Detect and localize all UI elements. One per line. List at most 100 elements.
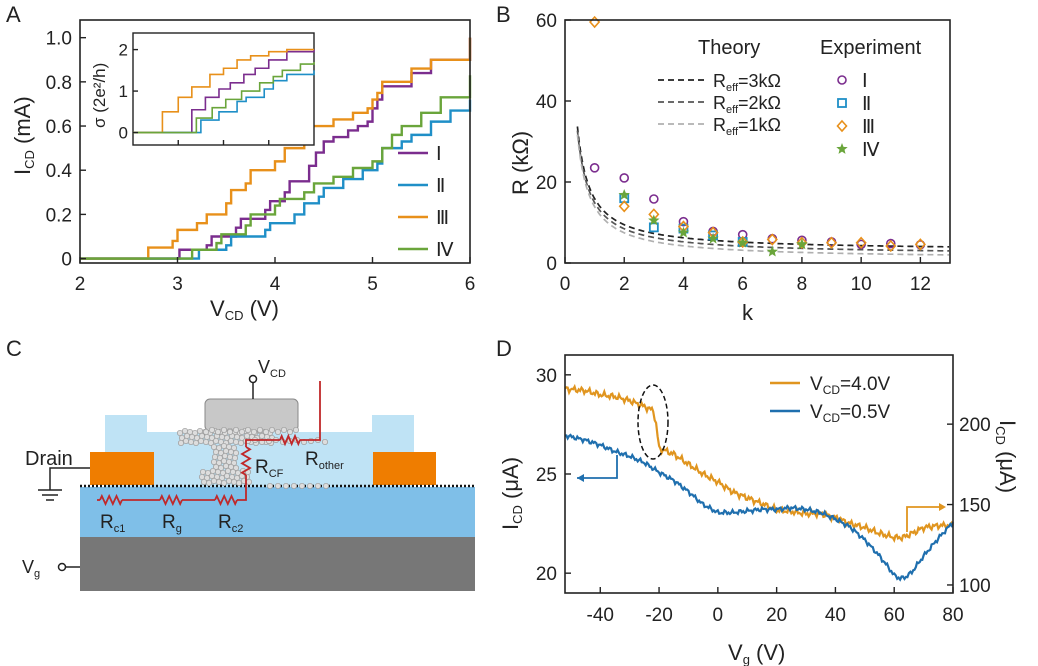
- filament-particle: [237, 439, 245, 447]
- filament-particle: [321, 438, 329, 446]
- resistor-wire: [237, 475, 247, 501]
- panel-a-inset-ytick-label: 0: [119, 124, 128, 143]
- panel-b-point-series-3: [855, 236, 867, 249]
- filament-particle: [203, 433, 211, 441]
- filament-particle: [218, 433, 226, 441]
- panel-d-legend: VCD=4.0V VCD=0.5V: [770, 374, 891, 425]
- panel-a-lines: [80, 37, 472, 260]
- panel-b-legend-label: Ⅰ: [862, 71, 868, 92]
- panel-a-series-3: [80, 37, 472, 260]
- panel-b-theory-curve-2: [576, 130, 950, 252]
- filament-particle: [231, 454, 239, 462]
- panel-a-legend-label: Ⅱ: [436, 176, 445, 197]
- panel-b-legend-theory-label: Reff=1kΩ: [713, 115, 781, 138]
- panel-a-inset-ylabel: σ (2e²/h): [90, 63, 109, 128]
- filament-particle: [322, 482, 330, 490]
- panel-b: B 0 2 4 6 8 10 12 0 20 40 60 k R (kΩ) Theory Exper…: [496, 2, 951, 325]
- right-axis-arrow: [906, 506, 942, 532]
- panel-b-point-series-3: [914, 238, 926, 251]
- panel-b-point-series-3: [885, 239, 897, 253]
- filament-particle: [286, 428, 294, 436]
- filament-particle: [274, 428, 282, 436]
- vcd-terminal: [248, 374, 258, 384]
- panel-b-point-series-3: [796, 236, 808, 249]
- panel-a-xtick-label: 6: [465, 274, 476, 295]
- filament-particle: [266, 482, 274, 490]
- panel-b-ytick-label: 20: [536, 173, 557, 194]
- filament-particle: [292, 426, 300, 434]
- panel-b-legend-label: Ⅱ: [862, 94, 871, 115]
- panel-a-inset-ticks: 0 1 2: [119, 41, 270, 145]
- vcd-label: VCD: [258, 357, 286, 380]
- filament-particle: [230, 478, 238, 486]
- panel-b-legend-experiment-title: Experiment: [820, 37, 922, 59]
- panel-d-series-1: [564, 383, 955, 543]
- left-axis-arrow: [577, 455, 618, 479]
- filament-particle: [208, 426, 216, 434]
- resistor-rcf-icon: [240, 446, 252, 476]
- filament-particle: [224, 467, 232, 475]
- panel-d-ylabel-left: ICD (μA): [498, 457, 525, 530]
- filament-particle: [306, 482, 314, 490]
- panel-b-xtick-label: 8: [797, 274, 808, 295]
- panel-d-axes-frame: [564, 354, 954, 594]
- filament-particle: [202, 438, 210, 446]
- rcf-label: RCF: [255, 457, 284, 480]
- panel-letter-d: D: [496, 336, 512, 361]
- panel-b-legend-label: Ⅳ: [862, 140, 880, 161]
- panel-b-point-series-4: [707, 232, 719, 244]
- filament-particle: [227, 448, 235, 456]
- panel-a-xtick-label: 2: [75, 274, 86, 295]
- filament-particle: [183, 432, 191, 440]
- panel-a-ytick-label: 0: [61, 250, 72, 271]
- panel-a-legend-label: Ⅰ: [436, 144, 442, 165]
- panel-a-inset-series-2: [133, 70, 315, 134]
- right-axis-arrowhead: [939, 503, 946, 511]
- panel-a-inset-lines: [133, 48, 315, 134]
- panel-b-point-series-4: [796, 238, 808, 250]
- panel-d-ytick-left-label: 25: [536, 465, 557, 486]
- filament-particle: [227, 437, 235, 445]
- panel-b-legend-theory-title: Theory: [698, 37, 760, 59]
- panel-letter-c: C: [6, 336, 22, 361]
- panel-letter-a: A: [6, 2, 21, 27]
- rg-label: Rg: [162, 512, 182, 535]
- panel-a-legend: Ⅰ Ⅱ Ⅲ Ⅳ: [398, 144, 454, 261]
- panel-a-inset-series-1: [133, 49, 315, 134]
- filament-particle: [222, 447, 230, 455]
- panel-a-ytick-label: 0.4: [46, 161, 73, 182]
- filament-particle: [176, 429, 184, 437]
- filament-particle: [214, 428, 222, 436]
- panel-d-ytick-left-label: 30: [536, 366, 557, 387]
- panel-b-ytick-label: 0: [546, 254, 557, 275]
- panel-b-ytick-label: 40: [536, 92, 557, 113]
- filament-particle: [274, 482, 282, 490]
- panel-letter-b: B: [496, 2, 511, 27]
- filament-particle: [298, 482, 306, 490]
- panel-b-point-series-1: [649, 194, 659, 204]
- filament-particle: [198, 473, 206, 481]
- filament-particle: [200, 478, 208, 486]
- panel-b-marks: [576, 15, 950, 257]
- panel-d-xlabel: Vg (V): [728, 640, 785, 666]
- panel-d-xtick-label: 80: [942, 605, 963, 626]
- filament-particle: [280, 426, 288, 434]
- resistor-rg-icon: [159, 493, 183, 507]
- filament-particle: [220, 426, 228, 434]
- panel-b-point-series-4: [737, 236, 749, 248]
- filament-particle: [222, 462, 230, 470]
- panel-a-xtick-label: 4: [270, 274, 281, 295]
- panel-d-xtick-label: -20: [645, 605, 672, 626]
- filament-particle: [210, 477, 218, 485]
- step-highlight-ellipse: [637, 384, 669, 460]
- filament-particle: [209, 467, 217, 475]
- filament-particle: [232, 426, 240, 434]
- panel-b-axes-frame: [564, 19, 951, 264]
- rc1-label: Rc1: [100, 512, 125, 535]
- filament-particle: [202, 428, 210, 436]
- filament-particle: [235, 479, 243, 487]
- panel-a-inset-series-3: [133, 48, 314, 134]
- filament-particle: [221, 452, 229, 460]
- panel-d-xtick-label: 60: [884, 605, 905, 626]
